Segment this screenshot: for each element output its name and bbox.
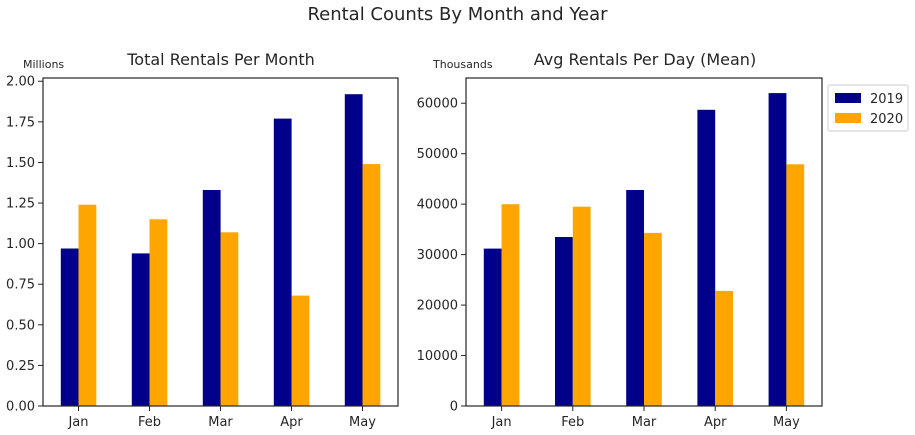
x-tick-label: Feb [138,415,161,430]
legend-swatch-2020 [835,113,861,123]
y-tick-label: 1.00 [6,237,35,252]
x-tick-label: Feb [561,415,584,430]
bar-2020-apr [291,295,310,406]
x-tick-label: Apr [704,415,727,430]
bar-2020-jan [501,204,520,406]
x-tick-label: Jan [491,415,512,430]
y-tick-label: 1.50 [6,156,35,171]
plot-frame [465,77,823,407]
y-tick-label: 0.75 [6,278,35,293]
bar-2020-may [786,164,805,406]
bars-group [60,94,381,406]
y-tick-label: 0.50 [6,318,35,333]
x-axis-ticks: Jan Feb Mar Apr May [67,406,376,430]
x-tick-label: Jan [67,415,88,430]
bar-2020-feb [572,206,591,406]
chart-total-rentals: Total Rentals Per Month Millions 0.00 0.2… [6,50,399,430]
bar-2020-feb [149,219,168,406]
chart-avg-rentals: Avg Rentals Per Day (Mean) Thousands 0 10… [417,50,823,430]
bars-group [483,93,805,407]
bar-2019-mar [626,190,644,406]
bar-2019-jan [60,248,79,406]
bar-2020-mar [644,232,662,406]
bar-2020-mar [220,232,239,406]
y-tick-label: 20000 [417,299,458,314]
y-unit-label: Millions [23,58,64,71]
y-tick-label: 0 [450,400,458,415]
y-tick-label: 10000 [417,349,458,364]
bar-2019-apr [273,118,292,406]
legend-label-2020: 2020 [870,112,903,127]
y-tick-label: 2.00 [6,75,35,90]
chart-title: Avg Rentals Per Day (Mean) [534,50,756,69]
y-tick-label: 30000 [417,248,458,263]
y-tick-label: 1.75 [6,115,35,130]
bar-2019-jan [483,248,502,406]
y-tick-label: 40000 [417,198,458,213]
plot-frame [42,77,399,407]
bar-2019-feb [131,253,150,406]
figure-title: Rental Counts By Month and Year [307,4,608,25]
bar-2019-feb [555,237,573,406]
y-axis-ticks: 0 10000 20000 30000 40000 50000 60000 [417,97,466,415]
y-tick-label: 0.25 [6,359,35,374]
legend-swatch-2019 [835,93,861,103]
x-tick-label: Mar [632,415,657,430]
bar-2019-may [344,94,363,406]
legend: 2019 2020 [827,84,909,132]
bar-2019-mar [202,190,221,406]
bar-2020-apr [715,290,733,406]
y-tick-label: 1.25 [6,197,35,212]
bar-2020-jan [78,204,97,406]
bar-2020-may [362,164,381,406]
x-tick-label: May [349,415,376,430]
bar-2019-apr [697,109,716,407]
y-tick-label: 50000 [417,147,458,162]
y-tick-label: 60000 [417,97,458,112]
legend-label-2019: 2019 [870,92,903,107]
y-unit-label: Thousands [432,58,493,71]
y-axis-ticks: 0.00 0.25 0.50 0.75 1.00 1.25 1.50 1.75 2.00 [6,75,43,415]
x-tick-label: Mar [208,415,233,430]
y-tick-label: 0.00 [6,400,35,415]
x-tick-label: Apr [280,415,303,430]
bar-2019-may [768,93,787,406]
x-tick-label: May [773,415,800,430]
chart-title: Total Rentals Per Month [126,50,315,69]
x-axis-ticks: Jan Feb Mar Apr May [491,406,800,430]
